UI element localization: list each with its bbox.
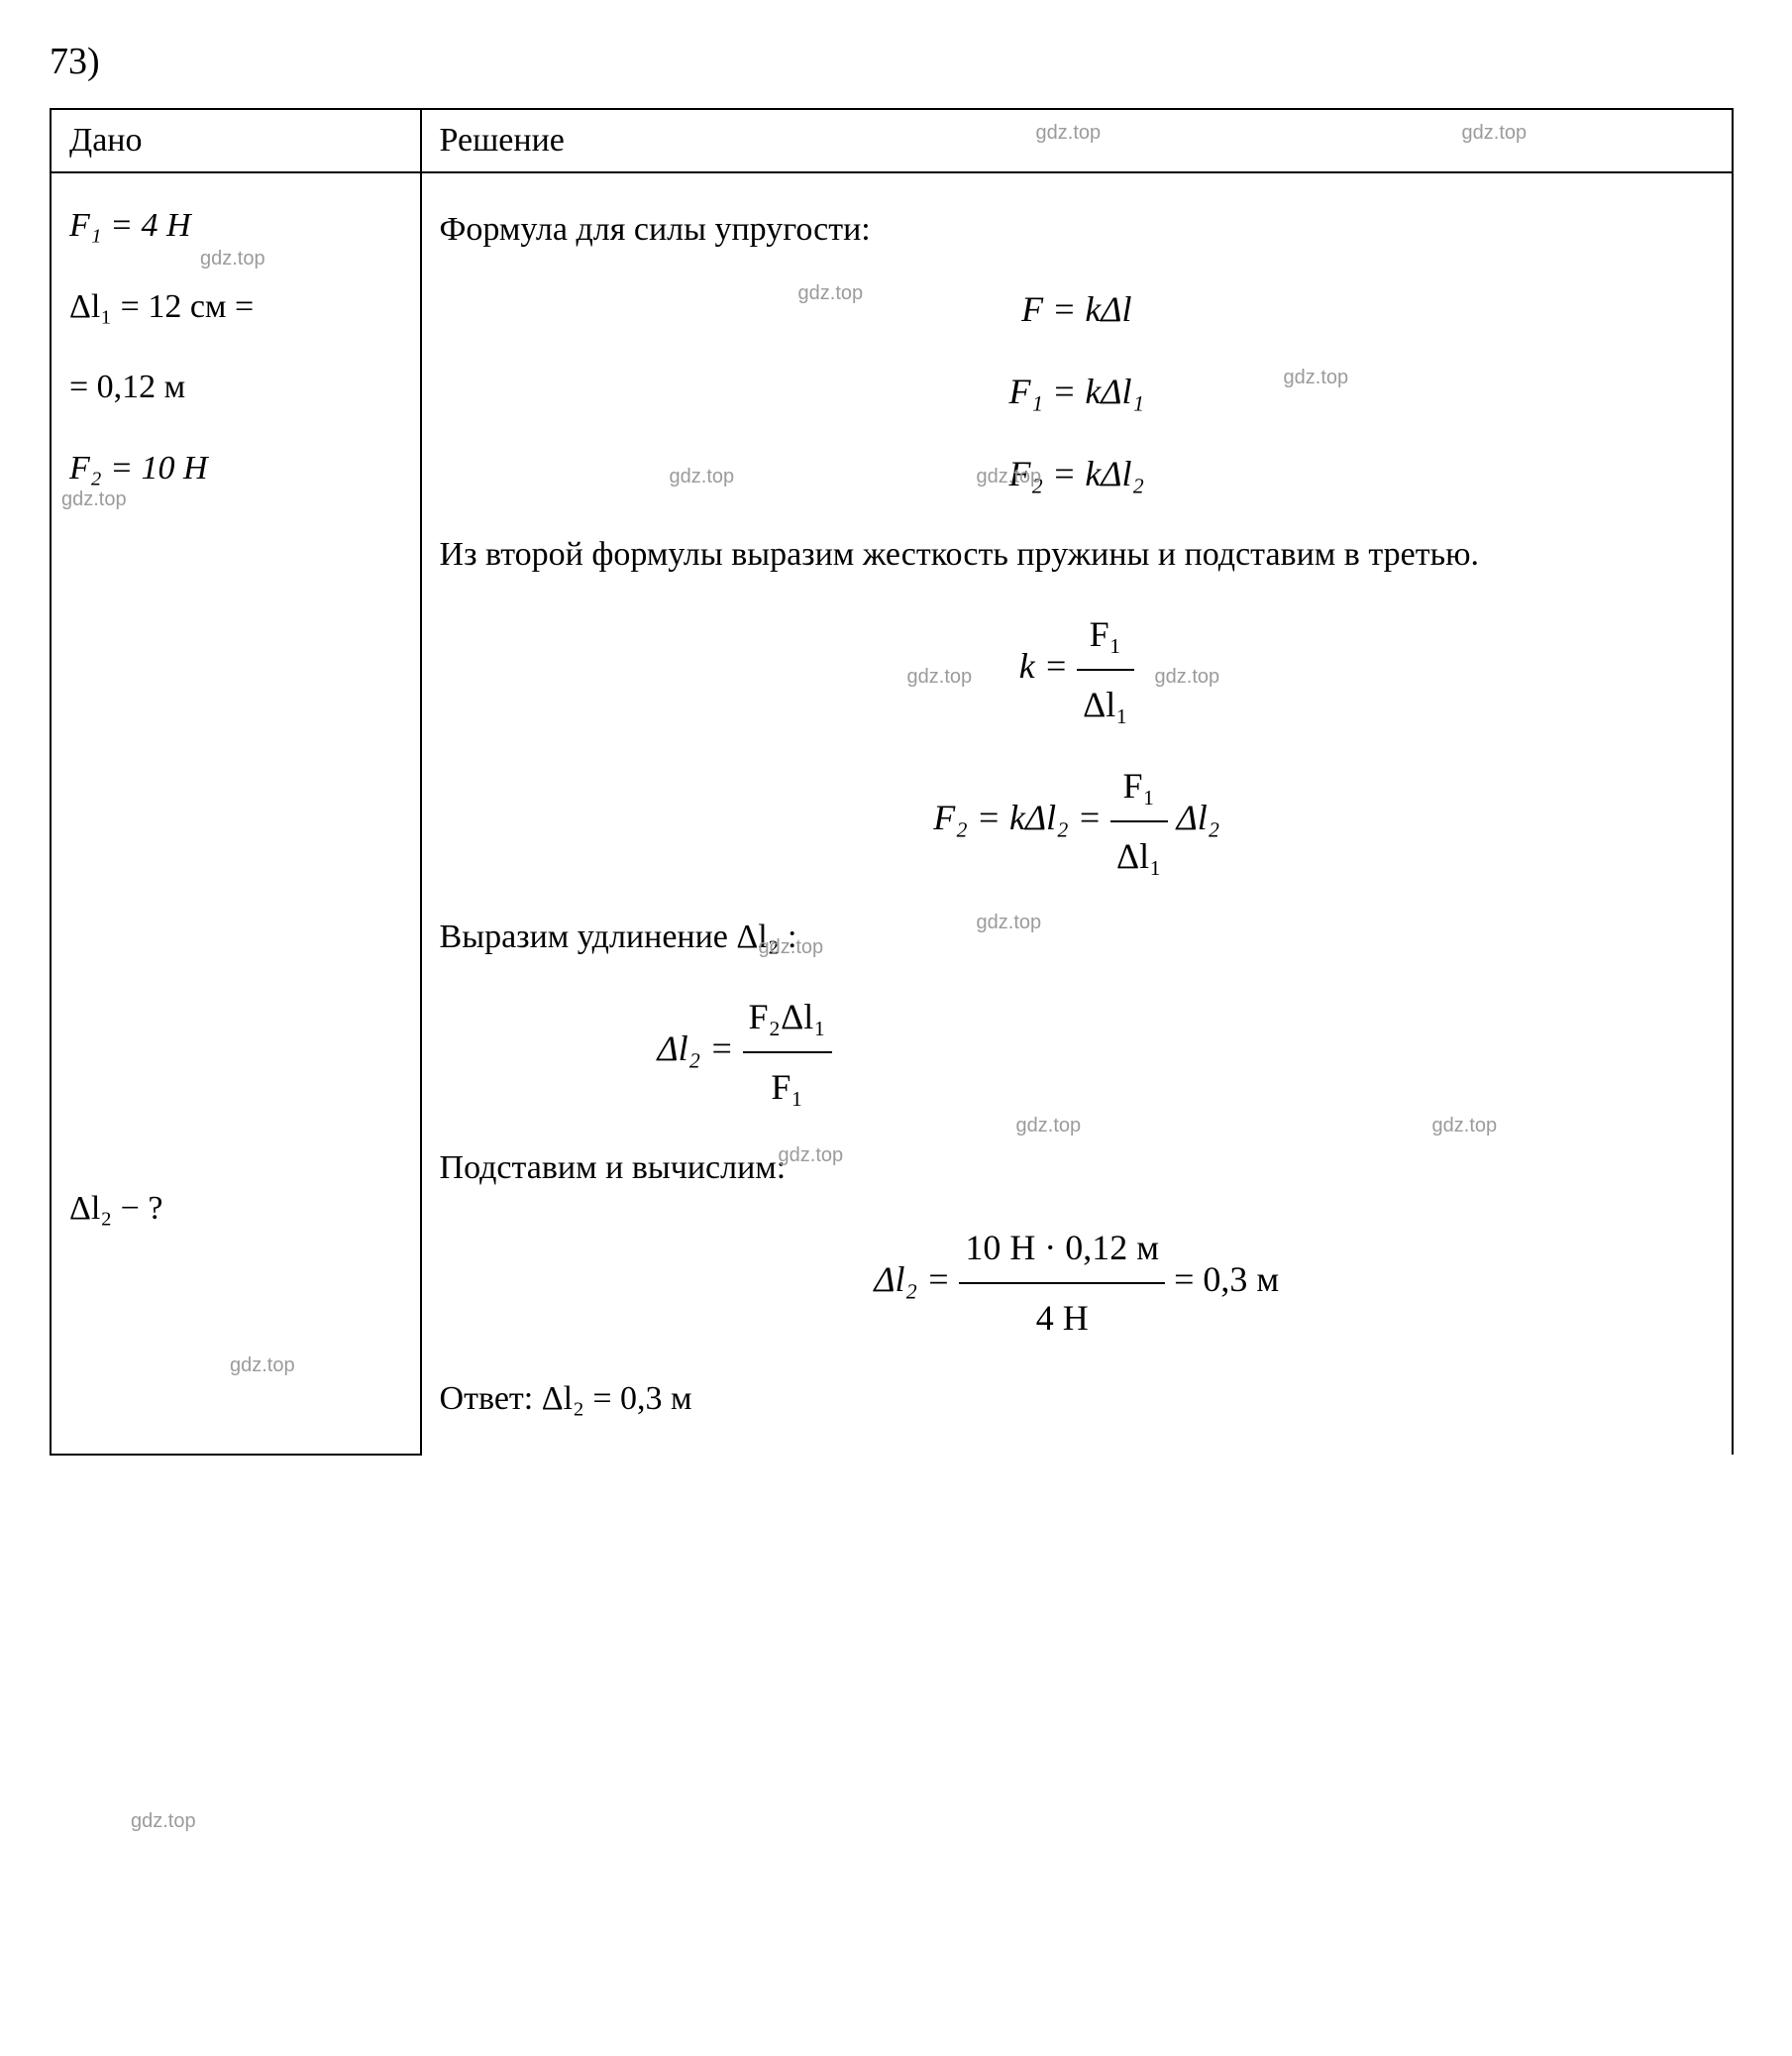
watermark: gdz.top [1462,122,1528,145]
given-line-4: F₂ = 10 Н [69,428,402,509]
numerator: F₂Δl₁ [743,985,832,1053]
numerator: F₁ [1110,754,1168,822]
solution-block: Формула для силы упругости: F = kΔl F₁ =… [440,199,1714,1429]
formula-7-rhs: = 0,3 м [1174,1259,1279,1299]
formula-4: k = F₁ Δl₁ [440,602,1714,737]
formula-5-lhs: F₂ = kΔl₂ = [933,798,1102,837]
formula-6-lhs: Δl₂ = [658,1028,734,1068]
solution-text-3: Выразим удлинение Δl₂ : [440,907,1714,967]
solution-text-4: Подставим и вычислим: [440,1137,1714,1198]
answer-line: Ответ: Δl₂ = 0,3 м [440,1368,1714,1429]
denominator: 4 Н [959,1284,1165,1351]
fraction: 10 Н · 0,12 м 4 Н [959,1216,1165,1351]
given-header: Дано [51,109,421,172]
formula-6: Δl₂ = F₂Δl₁ F₁ [440,985,1714,1120]
solution-table: Дано Решение gdz.top gdz.top F₁ = 4 Н Δl… [50,108,1734,1456]
numerator: 10 Н · 0,12 м [959,1216,1165,1284]
formula-5: F₂ = kΔl₂ = F₁ Δl₁ Δl₂ [440,754,1714,889]
given-line-3: = 0,12 м [69,347,402,428]
denominator: Δl₁ [1110,822,1168,889]
solution-header: Решение gdz.top gdz.top [421,109,1733,172]
fraction: F₂Δl₁ F₁ [743,985,832,1120]
problem-number: 73) [50,40,1742,83]
fraction: F₁ Δl₁ [1110,754,1168,889]
given-cell-top: F₁ = 4 Н Δl₁ = 12 см = = 0,12 м F₂ = 10 … [51,172,421,1156]
formula-4-lhs: k = [1019,646,1068,686]
solution-header-text: Решение [440,122,565,159]
solution-text-1: Формула для силы упругости: [440,199,1714,260]
solution-text-2: Из второй формулы выразим жесткость пруж… [440,524,1714,585]
fraction: F₁ Δl₁ [1077,602,1134,737]
watermark: gdz.top [131,1810,196,1833]
formula-2: F₁ = kΔl₁ [440,360,1714,424]
denominator: Δl₁ [1077,671,1134,737]
formula-7-lhs: Δl₂ = [874,1259,950,1299]
content-row-1: F₁ = 4 Н Δl₁ = 12 см = = 0,12 м F₂ = 10 … [51,172,1733,1156]
header-row: Дано Решение gdz.top gdz.top [51,109,1733,172]
given-block: F₁ = 4 Н Δl₁ = 12 см = = 0,12 м F₂ = 10 … [69,185,402,508]
given-cell-bottom: Δl₂ − ? gdz.top gdz.top [51,1156,421,1455]
formula-5-rhs: Δl₂ [1177,798,1220,837]
watermark: gdz.top [230,1354,295,1377]
find-line: Δl₂ − ? [69,1168,402,1249]
given-line-2: Δl₁ = 12 см = [69,267,402,348]
formula-7: Δl₂ = 10 Н · 0,12 м 4 Н = 0,3 м [440,1216,1714,1351]
numerator: F₁ [1077,602,1134,671]
formula-1: F = kΔl [440,277,1714,342]
find-block: Δl₂ − ? [69,1168,402,1249]
denominator: F₁ [743,1053,832,1120]
watermark: gdz.top [1036,122,1102,145]
formula-3: F₂ = kΔl₂ [440,442,1714,506]
given-line-1: F₁ = 4 Н [69,185,402,267]
solution-cell: Формула для силы упругости: F = kΔl F₁ =… [421,172,1733,1455]
